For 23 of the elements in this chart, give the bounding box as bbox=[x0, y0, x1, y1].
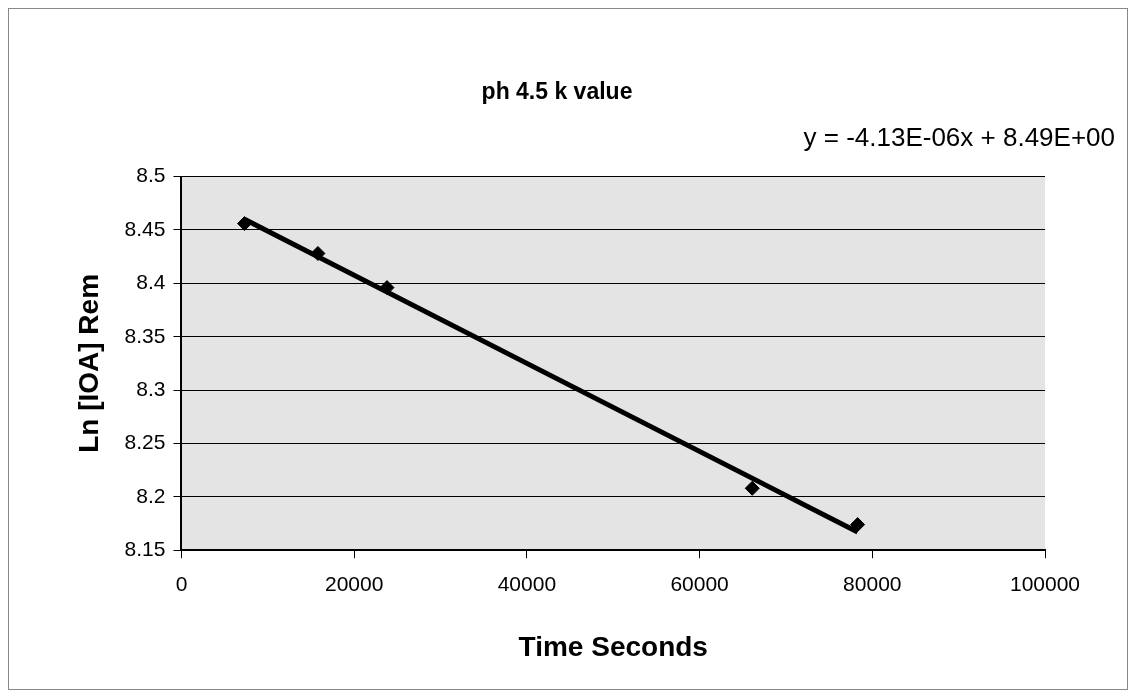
point bbox=[237, 216, 253, 232]
point bbox=[744, 480, 760, 496]
x-tick-label: 0 bbox=[175, 571, 188, 595]
chart-title: ph 4.5 k value bbox=[481, 78, 633, 105]
y-tick-label: 8.45 bbox=[124, 216, 166, 240]
y-tick-label: 8.3 bbox=[136, 376, 166, 400]
x-tick-label: 80000 bbox=[843, 571, 902, 595]
y-axis-title: Ln [IOA] Rem bbox=[72, 273, 104, 453]
point bbox=[850, 517, 866, 533]
y-tick-label: 8.5 bbox=[136, 163, 166, 187]
y-tick-label: 8.35 bbox=[124, 323, 166, 347]
point bbox=[379, 280, 395, 296]
y-tick-label: 8.4 bbox=[136, 270, 166, 294]
y-tick-label: 8.15 bbox=[124, 537, 166, 560]
y-tick-label: 8.2 bbox=[136, 483, 166, 507]
text: y = -4.13E-06x + 8.49E+00 bbox=[803, 121, 1115, 152]
x-axis-title: Time Seconds bbox=[518, 630, 708, 662]
point bbox=[310, 245, 326, 261]
x-tick-label: 100000 bbox=[1009, 571, 1081, 595]
x-tick-label: 20000 bbox=[324, 571, 384, 595]
x-tick-label: 40000 bbox=[497, 571, 557, 595]
y-tick-label: 8.25 bbox=[124, 430, 166, 454]
x-tick-label: 60000 bbox=[670, 571, 729, 595]
